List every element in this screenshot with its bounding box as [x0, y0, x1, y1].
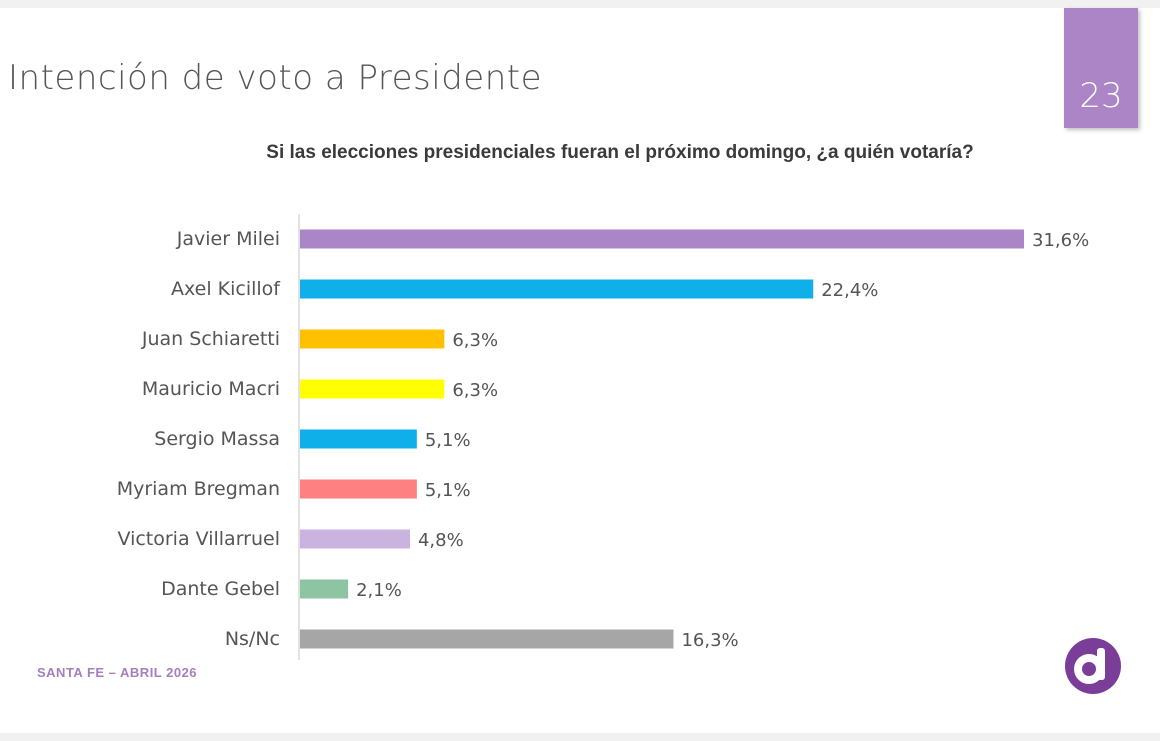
bar — [300, 229, 1024, 249]
data-label: 6,3% — [452, 330, 498, 351]
bar — [300, 429, 417, 449]
bar — [300, 529, 410, 549]
data-label: 2,1% — [356, 580, 402, 601]
bar — [300, 279, 814, 299]
data-label: 22,4% — [821, 280, 878, 301]
category-label: Dante Gebel — [161, 578, 280, 600]
category-label: Mauricio Macri — [142, 378, 280, 400]
category-label: Javier Milei — [176, 228, 280, 250]
data-label: 16,3% — [681, 630, 738, 651]
letter-d-circle-logo-icon — [1065, 638, 1121, 694]
data-label: 6,3% — [452, 380, 498, 401]
data-label: 4,8% — [418, 530, 464, 551]
category-label: Axel Kicillof — [171, 278, 281, 300]
category-label: Victoria Villarruel — [117, 528, 280, 550]
data-label: 5,1% — [425, 430, 471, 451]
page-number: 23 — [1079, 76, 1123, 116]
category-label: Myriam Bregman — [117, 478, 280, 500]
category-label: Sergio Massa — [154, 428, 280, 450]
bar — [300, 379, 445, 399]
slide-title: Intención de voto a Presidente — [8, 58, 542, 98]
bar — [300, 329, 445, 349]
data-label: 5,1% — [425, 480, 471, 501]
bar — [300, 479, 417, 499]
bar — [300, 629, 674, 649]
footer-note: SANTA FE – ABRIL 2026 — [37, 665, 198, 680]
slide: Intención de voto a Presidente 23 — [0, 8, 1160, 733]
category-label: Ns/Nc — [225, 628, 280, 650]
chart-title: Si las elecciones presidenciales fueran … — [266, 142, 974, 163]
category-label: Juan Schiaretti — [141, 328, 280, 350]
page-number-tab: 23 — [1064, 8, 1138, 128]
data-label: 31,6% — [1032, 230, 1089, 251]
bar — [300, 579, 349, 599]
